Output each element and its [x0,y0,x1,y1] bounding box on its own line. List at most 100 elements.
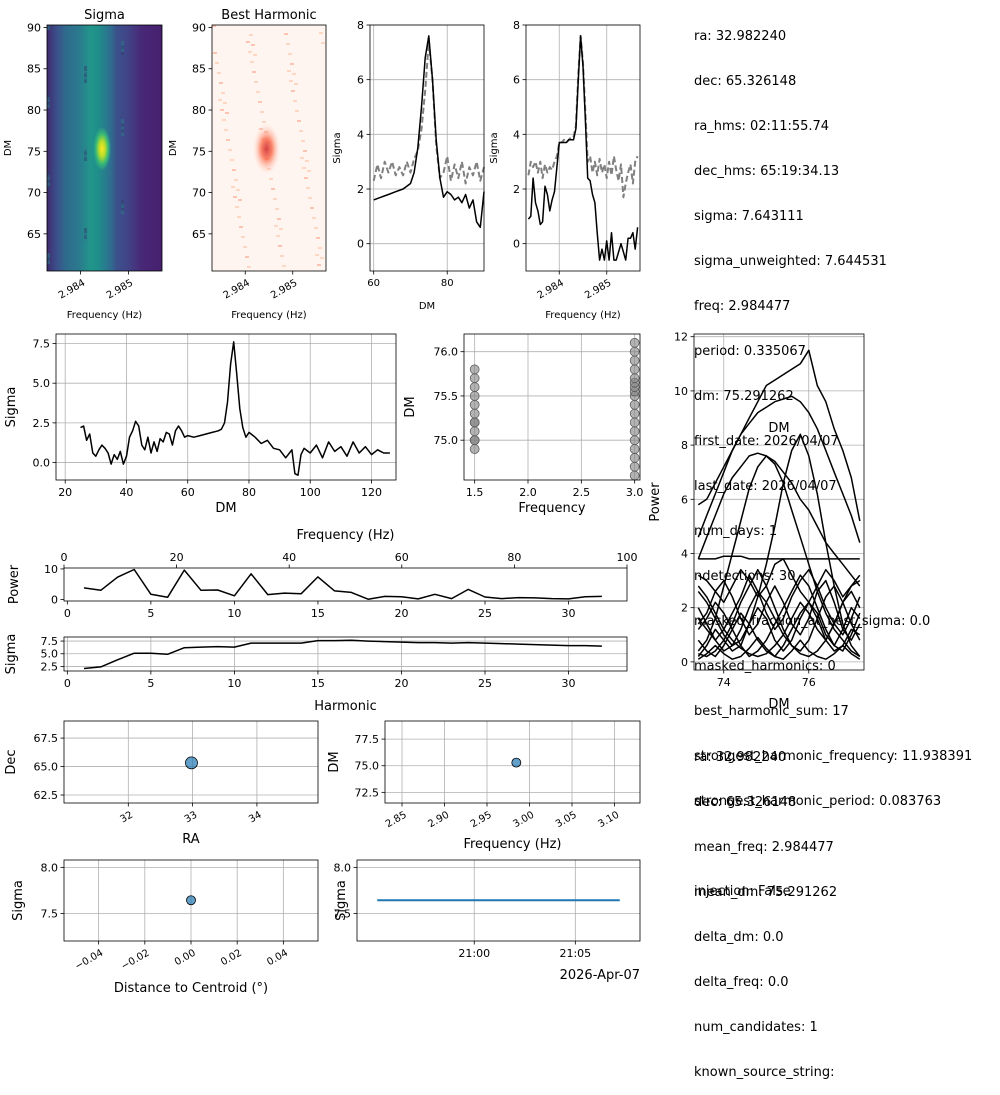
dm-frequency-ytick-label: 75.0 [355,760,380,773]
dm-freq-point [629,417,640,428]
sigma-distance-xtick-label: −0.04 [73,948,105,973]
harmonic-heatmap-cell [276,235,280,237]
harmonic-heatmap-cell [228,149,232,151]
sigma-heatmap-cell [84,69,87,74]
harmonic-heatmap-cell [279,228,283,230]
sigma-freq-small-xtick-label: 2.985 [583,278,613,302]
harmonic-heatmap-cell [233,196,237,198]
harmonic-heatmap-cell [302,167,306,169]
harmonic-heatmap-cell [241,236,245,238]
dm-freq-point [629,444,640,454]
info-sigma: sigma: 7.643111 [694,209,804,224]
sigma-heatmap-cell [84,156,87,161]
sigma-map-ytick-label: 75 [27,145,41,158]
harmonic-heatmap-cell [321,42,325,44]
harmonic-heatmap-cell [278,245,282,247]
harmonic-heatmap-cell [237,216,241,218]
power-dm-line-p3 [697,452,861,587]
power-dm-line-p4 [698,555,860,560]
harmonic-heatmap-cell [248,51,252,53]
sigma-time-xtick-label: 21:00 [458,947,490,960]
info-masked-fraction: masked_fraction_at_best_sigma: 0.0 [694,614,931,629]
sigma-heatmap-cell [121,200,124,205]
harmonic-heatmap-cell [222,119,226,121]
sigma-dm-ytick-label: 2.5 [33,417,51,430]
harmonic-heatmap-cell [295,110,299,112]
dm-frequency-xtick-label: 3.00 [511,810,536,831]
harmonic-heatmap-cell [314,227,318,229]
power-dm-ylabel: Power [648,482,663,522]
power-dm-line-p8 [697,579,861,641]
cluster-num-candidates: num_candidates: 1 [694,1020,818,1035]
power-harmonic-line [83,568,602,600]
sigma-time-xtick-label: 21:05 [559,947,591,960]
candidate-info-text: ra: 32.982240 dec: 65.326148 ra_hms: 02:… [694,0,972,914]
sigma-heatmap-cell [47,25,50,30]
sigma-freq-small-xlabel: Frequency (Hz) [545,310,621,321]
harmonic-heatmap-cell [304,177,308,179]
dm-freq-point [629,364,640,375]
sigma-harmonic-xlabel: Harmonic [314,699,376,714]
harmonic-heatmap-cell [274,225,278,227]
harmonic-heatmap-cell [256,91,260,93]
sigma-map-ytick-label: 90 [27,21,41,34]
sigma-heatmap-cell [84,147,87,152]
harmonic-map-title: Best Harmonic [221,8,316,23]
sigma-distance-point [186,895,196,906]
harmonic-map-ylabel: DM [168,140,179,156]
sigma-heatmap-cell [121,125,124,130]
dm-freq-point [469,391,480,401]
harmonic-heatmap-cell [318,247,322,249]
dec-ra-ytick-label: 65.0 [34,761,59,774]
sigma-heatmap-cell [121,131,124,136]
sigma-heatmap-cell [84,78,87,83]
dm-frequency-point [511,757,522,768]
harmonic-heatmap-cell [307,170,311,172]
harmonic-heatmap-cell [277,218,281,220]
sigma-dm-small-ytick-label: 6 [357,74,364,87]
sigma-distance-ytick-label: 7.5 [41,907,59,920]
power-dm-xtick-label: 74 [717,676,731,689]
sigma-dm-small-xtick-label: 80 [441,278,454,289]
sigma-time-ylabel: Sigma [334,880,349,921]
power-dm-line-p2 [697,395,861,543]
harmonic-heatmap-cell [262,121,266,123]
harmonic-heatmap-cell [320,257,324,259]
sigma-dm-small-ytick-label: 0 [357,238,364,251]
dm-freq-point [469,373,480,384]
cluster-known-source: known_source_string: [694,1065,835,1080]
dm-freq-point [629,346,640,357]
dm-freq-point [469,408,480,419]
power-harmonic-top-tick-label: 0 [61,551,68,564]
power-dm-line-p14 [697,568,861,641]
harmonic-heatmap-cell [249,34,253,36]
sigma-dm-small-dashed-line [372,40,485,185]
harmonic-heatmap-cell [234,179,238,181]
dm-frequency-frame [384,720,641,804]
sigma-freq-small-ytick-label: 8 [513,19,520,32]
dm-frequency-xtick-label: 2.95 [469,810,494,831]
sigma-harmonic-frame [63,636,628,672]
harmonic-heatmap-cell [230,159,234,161]
power-harmonic-frame [63,567,628,602]
power-harmonic-top-tick-label: 80 [507,551,521,564]
sigma-time-date-label: 2026-Apr-07 [560,968,640,983]
dm-freq-scatter-ytick-label: 75.0 [434,434,459,447]
sigma-map-ytick-label: 70 [27,187,41,200]
harmonic-heatmap-cell [232,169,236,171]
sigma-heatmap-cell [47,175,50,180]
sigma-dm-xtick-label: 80 [242,486,256,499]
dm-frequency-xtick-label: 2.85 [384,810,409,831]
power-dm-line-p11 [697,601,861,658]
sigma-dm-small-xtick-label: 60 [367,278,380,289]
harmonic-heatmap-cell [238,199,242,201]
cluster-mean-freq: mean_freq: 2.984477 [694,840,834,855]
harmonic-heatmap-cell [220,109,224,111]
dm-freq-point [469,417,480,428]
sigma-harmonic-ytick-label: 2.5 [41,660,59,673]
info-dm: dm: 75.291262 [694,389,794,404]
power-harmonic-top-tick-label: 20 [170,551,184,564]
harmonic-heatmap-cell [288,53,292,55]
dm-freq-scatter-xtick-label: 2.5 [573,486,591,499]
sigma-dm-small-line [373,35,485,229]
